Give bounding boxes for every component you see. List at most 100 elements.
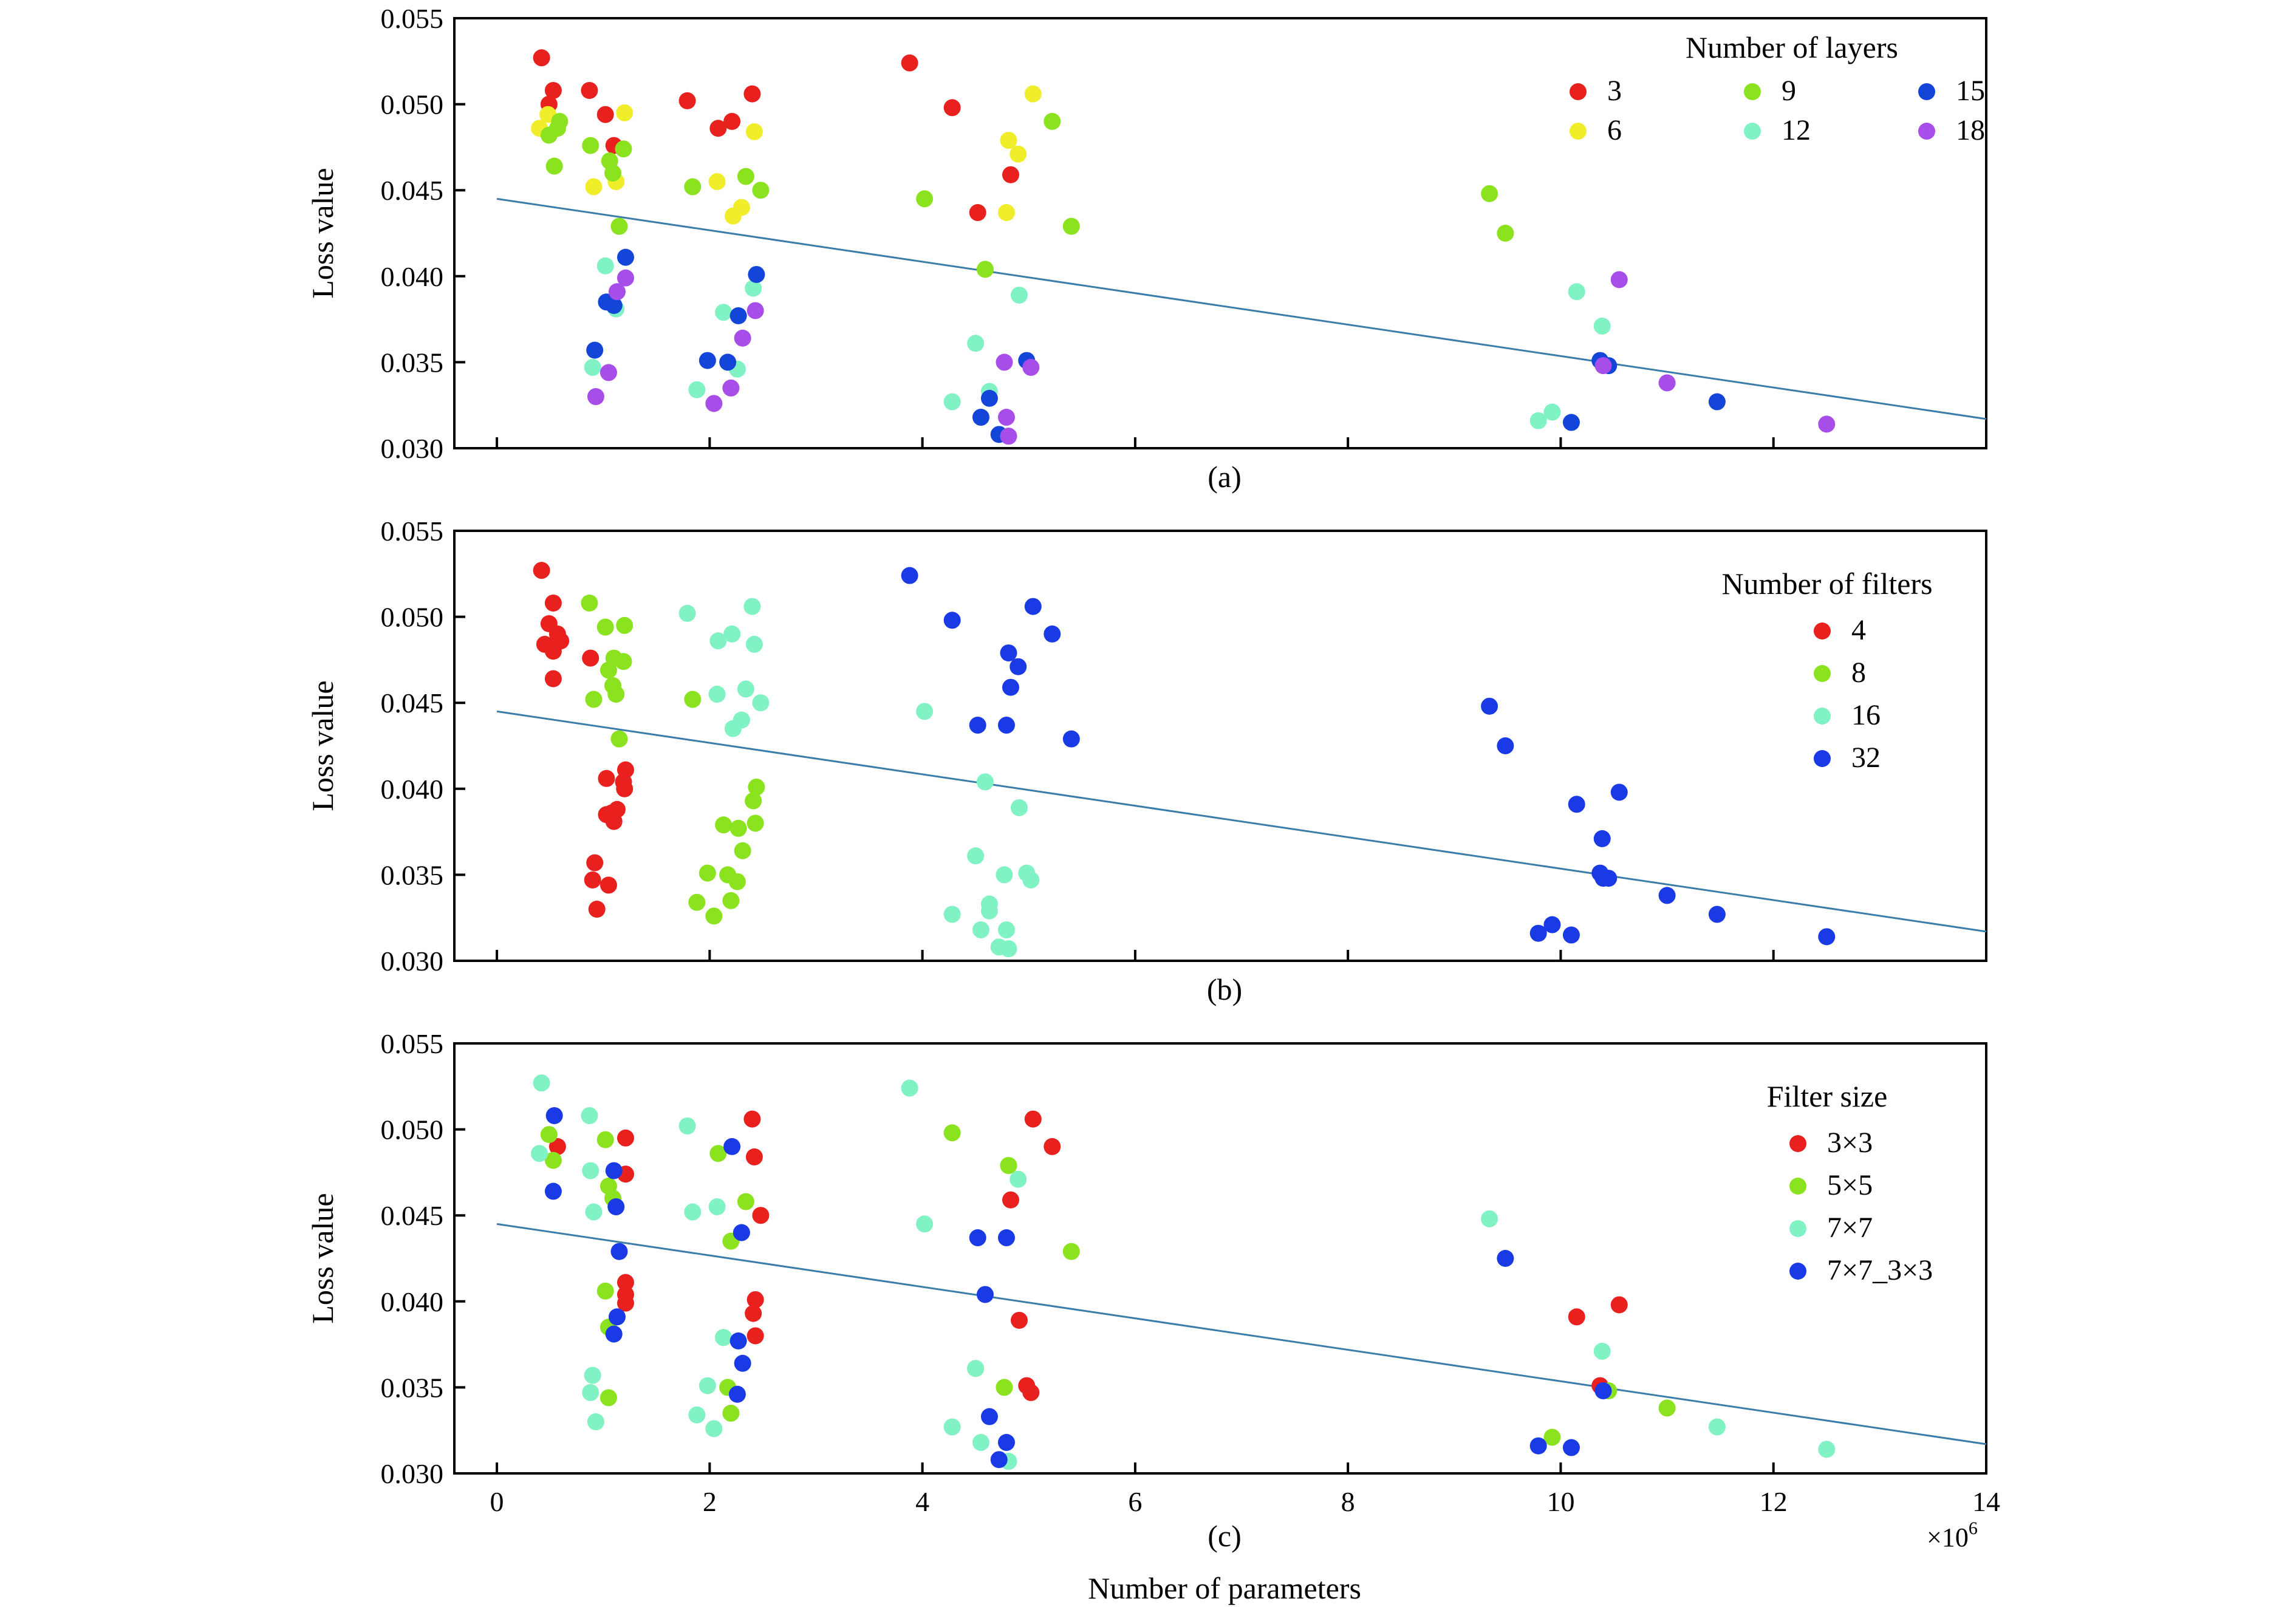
data-point — [997, 409, 1015, 426]
data-point — [1543, 403, 1561, 421]
data-point — [708, 1198, 726, 1216]
data-point — [916, 190, 934, 208]
data-point — [997, 1434, 1015, 1452]
data-point — [545, 1107, 563, 1124]
y-tick-label: 0.040 — [381, 774, 444, 805]
data-point — [585, 691, 603, 708]
data-point — [533, 562, 550, 579]
data-point — [943, 612, 961, 629]
x-multiplier-base: ×10 — [1927, 1523, 1969, 1552]
data-point — [533, 49, 550, 67]
legend-title: Number of filters — [1721, 567, 1932, 601]
data-point — [733, 1224, 750, 1241]
data-point — [552, 632, 570, 650]
data-point — [1610, 271, 1628, 288]
data-point — [729, 1332, 747, 1349]
data-point — [943, 99, 961, 117]
data-point — [1002, 1191, 1019, 1209]
legend-marker — [1814, 623, 1831, 640]
legend-entry-label: 7×7_3×3 — [1827, 1254, 1933, 1286]
legend: Number of layers 3 6 9 12 15 18 — [1570, 30, 1985, 146]
data-point — [1568, 796, 1585, 813]
trend-line — [496, 197, 1987, 420]
data-point — [596, 257, 614, 275]
data-point — [581, 81, 598, 99]
series-8 — [581, 594, 765, 925]
legend-entry-label: 12 — [1782, 114, 1811, 146]
data-point — [723, 1138, 741, 1155]
y-tick-label: 0.050 — [381, 1114, 444, 1145]
panel-label: (b) — [1207, 972, 1242, 1006]
data-point — [582, 1384, 600, 1401]
x-tick-label: 8 — [1341, 1486, 1355, 1517]
data-point — [1594, 1382, 1612, 1400]
data-point — [1022, 1384, 1040, 1401]
legend-entry-label: 3 — [1607, 75, 1622, 107]
data-point — [582, 137, 600, 154]
legend-marker — [1789, 1135, 1806, 1152]
data-point — [1497, 225, 1514, 242]
data-point — [1481, 1210, 1498, 1227]
data-point — [972, 1434, 989, 1452]
data-point — [1610, 783, 1628, 801]
data-point — [1044, 112, 1061, 130]
data-point — [1562, 414, 1580, 431]
data-point — [615, 773, 632, 791]
y-tick-label: 0.045 — [381, 1200, 444, 1231]
data-point — [708, 686, 726, 703]
data-point — [737, 680, 754, 698]
legend-marker — [1570, 123, 1587, 140]
data-point — [582, 649, 600, 667]
data-point — [600, 364, 617, 381]
legend-marker — [1789, 1178, 1806, 1195]
data-point — [1044, 625, 1061, 643]
data-point — [752, 182, 770, 199]
series-7×7_3×3 — [544, 1107, 1612, 1469]
data-point — [596, 106, 614, 123]
data-point — [1568, 283, 1585, 301]
data-point — [1497, 1250, 1514, 1267]
data-point — [943, 1418, 961, 1436]
x-tick-label: 4 — [915, 1486, 929, 1517]
data-point — [1002, 678, 1019, 696]
data-point — [705, 1420, 723, 1438]
x-tick-label: 2 — [703, 1486, 717, 1517]
y-axis-title: Loss value — [306, 680, 340, 811]
data-point — [544, 1182, 562, 1200]
data-point — [1818, 928, 1836, 946]
data-point — [684, 1203, 702, 1221]
data-point — [705, 907, 723, 925]
legend-entry-label: 6 — [1607, 114, 1622, 146]
data-point — [976, 1286, 994, 1303]
data-point — [1062, 217, 1080, 235]
series-3 — [533, 49, 1019, 222]
data-point — [901, 567, 918, 584]
data-point — [544, 81, 562, 99]
data-point — [584, 1366, 601, 1384]
data-point — [610, 1243, 628, 1260]
data-point — [608, 800, 626, 818]
legend-title: Filter size — [1767, 1079, 1888, 1113]
y-tick-label: 0.045 — [381, 175, 444, 206]
y-tick-label: 0.030 — [381, 1458, 444, 1489]
data-point — [616, 616, 634, 634]
data-point — [728, 1385, 746, 1403]
data-point — [544, 1152, 562, 1169]
y-tick-label: 0.035 — [381, 1372, 444, 1403]
legend-marker — [1918, 83, 1935, 100]
legend-marker — [1789, 1220, 1806, 1237]
data-point — [1000, 1157, 1017, 1175]
data-point — [1010, 658, 1027, 675]
data-point — [997, 921, 1015, 939]
y-tick-label: 0.050 — [381, 89, 444, 120]
data-point — [980, 389, 998, 407]
data-point — [1024, 85, 1042, 103]
data-point — [1708, 906, 1726, 923]
data-point — [610, 217, 628, 235]
panel-label: (c) — [1208, 1519, 1242, 1553]
data-point — [600, 876, 617, 894]
data-point — [1481, 185, 1498, 202]
data-point — [747, 1291, 764, 1308]
x-multiplier-label: ×106 — [1927, 1518, 1978, 1552]
data-point — [584, 358, 601, 376]
